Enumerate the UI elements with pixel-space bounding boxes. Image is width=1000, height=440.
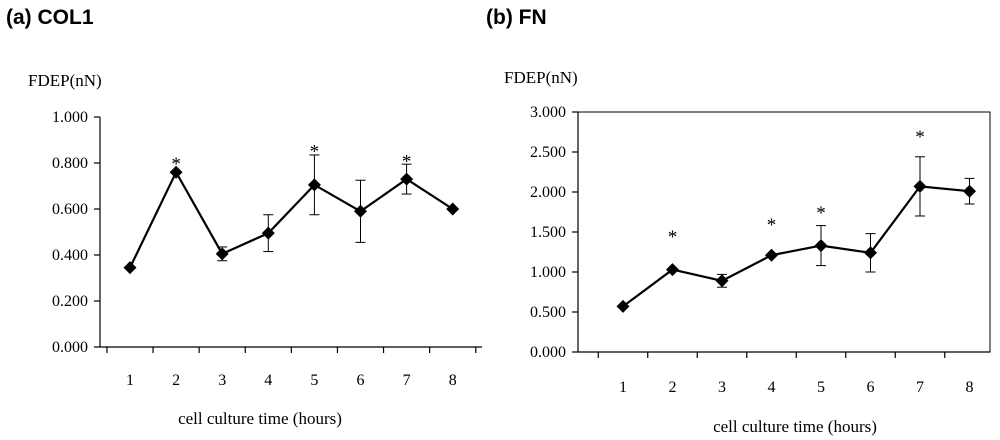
x-tick-label: 2	[669, 379, 677, 396]
y-tick-label: 2.000	[530, 184, 566, 201]
y-tick-label: 0.400	[52, 247, 88, 264]
y-tick-label: 0.000	[52, 339, 88, 356]
x-tick-label: 6	[357, 372, 365, 389]
data-point-marker	[963, 184, 976, 198]
significance-annotation: *	[915, 127, 925, 148]
data-point-marker	[123, 261, 137, 275]
x-tick-label: 3	[718, 379, 726, 396]
x-tick-label: 4	[264, 372, 272, 389]
x-tick-label: 1	[126, 372, 134, 389]
y-tick-label: 0.600	[52, 201, 88, 218]
x-tick-label: 1	[619, 379, 627, 396]
data-point-marker	[261, 226, 275, 240]
y-tick-label: 0.500	[530, 304, 566, 321]
data-point-marker	[765, 248, 778, 262]
series-line	[129, 169, 454, 269]
series-line	[622, 185, 970, 308]
y-tick-label: 0.200	[52, 293, 88, 310]
y-axis-label: FDEP(nN)	[28, 71, 102, 90]
data-point-marker	[400, 172, 414, 186]
chart-panel-fn: (b) FN FDEP(nN) cell culture time (hours…	[486, 6, 991, 436]
x-tick-label: 2	[172, 372, 180, 389]
data-point-marker	[864, 246, 877, 260]
significance-annotation: *	[816, 203, 826, 224]
x-axis-label: cell culture time (hours)	[178, 409, 342, 428]
y-tick-label: 1.000	[52, 109, 88, 126]
data-point-marker	[307, 178, 321, 192]
significance-annotation: *	[171, 154, 181, 175]
x-tick-label: 8	[966, 379, 974, 396]
data-point-marker	[616, 299, 630, 313]
data-point-marker	[715, 274, 729, 288]
significance-annotation: *	[402, 152, 412, 173]
significance-annotation: *	[668, 227, 678, 248]
x-tick-label: 6	[867, 379, 875, 396]
data-point-marker	[666, 263, 679, 277]
panel-title: (a) COL1	[6, 6, 94, 29]
y-tick-label: 0.000	[530, 344, 566, 361]
x-tick-label: 3	[218, 372, 226, 389]
x-axis-label: cell culture time (hours)	[713, 417, 877, 436]
significance-annotation: *	[767, 215, 777, 236]
data-point-marker	[446, 202, 460, 216]
chart-panel-col1: (a) COL1 FDEP(nN) cell culture time (hou…	[6, 6, 482, 428]
data-point-marker	[913, 179, 927, 193]
data-point-marker	[169, 165, 183, 179]
data-point-marker	[354, 204, 367, 218]
x-tick-label: 7	[916, 379, 924, 396]
y-tick-label: 1.500	[530, 224, 566, 241]
significance-annotation: *	[310, 141, 320, 162]
data-point-marker	[814, 239, 828, 253]
y-tick-label: 1.000	[530, 264, 566, 281]
plot-frame	[577, 111, 991, 353]
x-tick-label: 7	[403, 372, 411, 389]
y-tick-label: 3.000	[530, 104, 566, 121]
x-tick-label: 4	[768, 379, 776, 396]
x-tick-label: 5	[817, 379, 825, 396]
y-tick-label: 0.800	[52, 155, 88, 172]
data-point-marker	[215, 247, 229, 261]
panel-title: (b) FN	[486, 6, 547, 29]
x-tick-label: 5	[310, 372, 318, 389]
y-axis-label: FDEP(nN)	[504, 68, 578, 87]
y-tick-label: 2.500	[530, 144, 566, 161]
x-tick-label: 8	[449, 372, 457, 389]
